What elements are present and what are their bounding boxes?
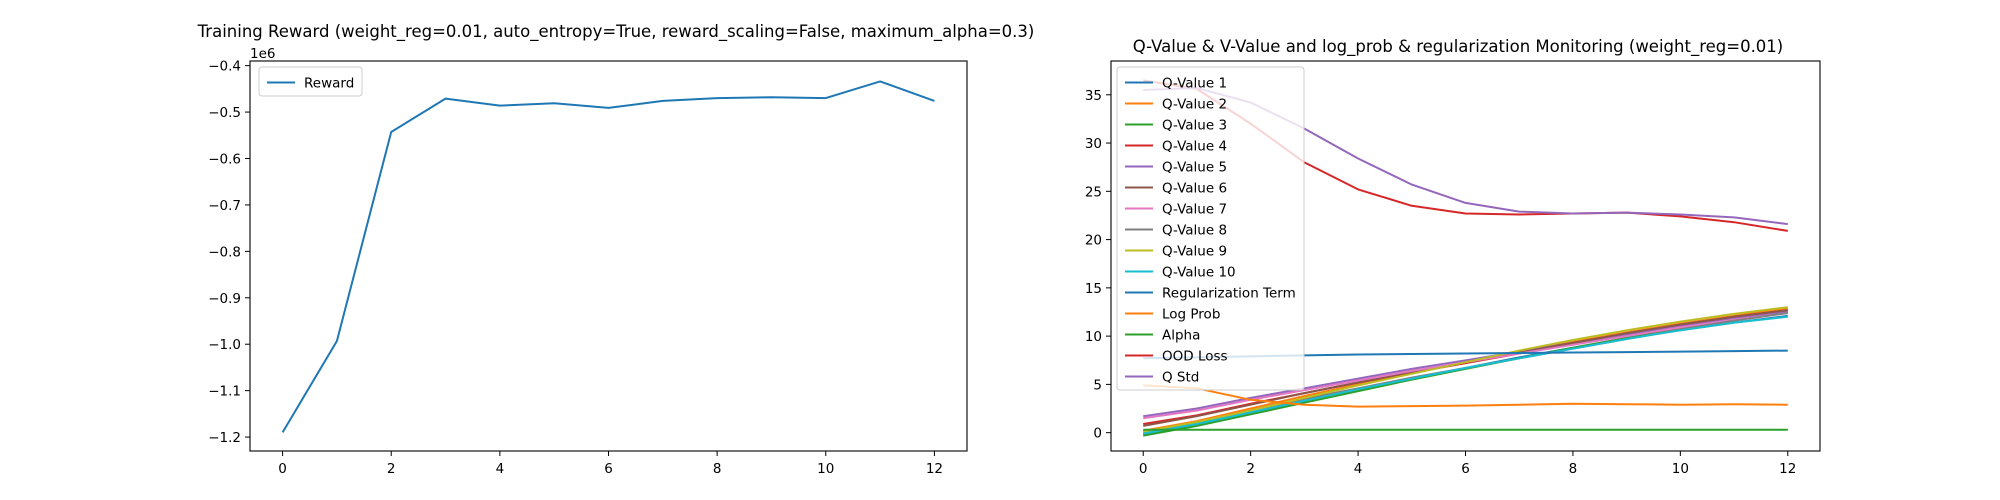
x-tick-label: 2: [387, 461, 396, 477]
y-tick-label: −1.2: [208, 430, 241, 446]
series-line-11: [1143, 384, 1788, 408]
x-tick-label: 0: [1139, 461, 1148, 477]
chart-title: Q-Value & V-Value and log_prob & regular…: [1133, 37, 1784, 57]
legend-box: [258, 66, 363, 97]
legend-label: Log Prob: [1162, 307, 1220, 323]
y-tick-label: 30: [1085, 136, 1102, 152]
x-tick-label: 6: [1461, 461, 1470, 477]
x-tick-label: 4: [496, 461, 505, 477]
legend-label: Regularization Term: [1162, 286, 1296, 302]
y-tick-label: −1.0: [208, 337, 241, 353]
legend-label: Q-Value 7: [1162, 202, 1227, 218]
legend-label: OOD Loss: [1162, 349, 1228, 365]
q-value-monitoring-chart: Q-Value & V-Value and log_prob & regular…: [1085, 37, 1821, 477]
x-tick-label: 0: [278, 461, 287, 477]
legend-label: Alpha: [1162, 328, 1200, 344]
legend-label: Q-Value 10: [1162, 265, 1236, 281]
y-tick-label: −0.5: [208, 105, 241, 121]
legend: Reward: [258, 66, 363, 97]
series-line-9: [1143, 315, 1788, 435]
series-line-8: [1143, 306, 1788, 433]
y-tick-label: 5: [1093, 377, 1102, 393]
x-tick-label: 4: [1354, 461, 1363, 477]
x-tick-label: 10: [817, 461, 834, 477]
x-tick-label: 6: [604, 461, 613, 477]
legend-label: Q-Value 8: [1162, 223, 1227, 239]
y-tick-label: 0: [1093, 426, 1102, 442]
legend-label: Q-Value 3: [1162, 118, 1227, 134]
series-line-0: [281, 80, 935, 433]
y-tick-label: −1.1: [208, 384, 241, 400]
legend-label: Q-Value 1: [1162, 76, 1227, 92]
chart-title: Training Reward (weight_reg=0.01, auto_e…: [197, 22, 1035, 42]
x-tick-label: 8: [713, 461, 722, 477]
y-tick-label: −0.6: [208, 152, 241, 168]
y-tick-label: 15: [1085, 281, 1102, 297]
x-tick-label: 2: [1246, 461, 1255, 477]
y-tick-label: −0.4: [208, 59, 241, 75]
y-tick-label: 25: [1085, 184, 1102, 200]
training-reward-chart: Training Reward (weight_reg=0.01, auto_e…: [197, 22, 1035, 477]
legend-box: [1116, 66, 1305, 391]
legend: Q-Value 1 Q-Value 2 Q-Value 3 Q-Value 4 Q-Va…: [1116, 66, 1305, 391]
y-tick-label: −0.9: [208, 291, 241, 307]
x-tick-label: 10: [1672, 461, 1689, 477]
y-tick-label: −0.8: [208, 244, 241, 260]
legend-label: Q Std: [1162, 370, 1199, 386]
y-offset-label: 1e6: [250, 46, 275, 62]
x-tick-label: 8: [1569, 461, 1578, 477]
y-tick-label: 20: [1085, 233, 1102, 249]
y-tick-label: −0.7: [208, 198, 241, 214]
legend-label: Q-Value 2: [1162, 97, 1227, 113]
x-tick-label: 12: [1779, 461, 1796, 477]
legend-label: Q-Value 5: [1162, 160, 1227, 176]
legend-label: Q-Value 6: [1162, 181, 1227, 197]
y-tick-label: 35: [1085, 88, 1102, 104]
legend-label: Q-Value 4: [1162, 139, 1227, 155]
y-tick-label: 10: [1085, 329, 1102, 345]
x-tick-label: 12: [926, 461, 943, 477]
legend-label: Q-Value 9: [1162, 244, 1227, 260]
legend-label: Reward: [304, 76, 354, 92]
